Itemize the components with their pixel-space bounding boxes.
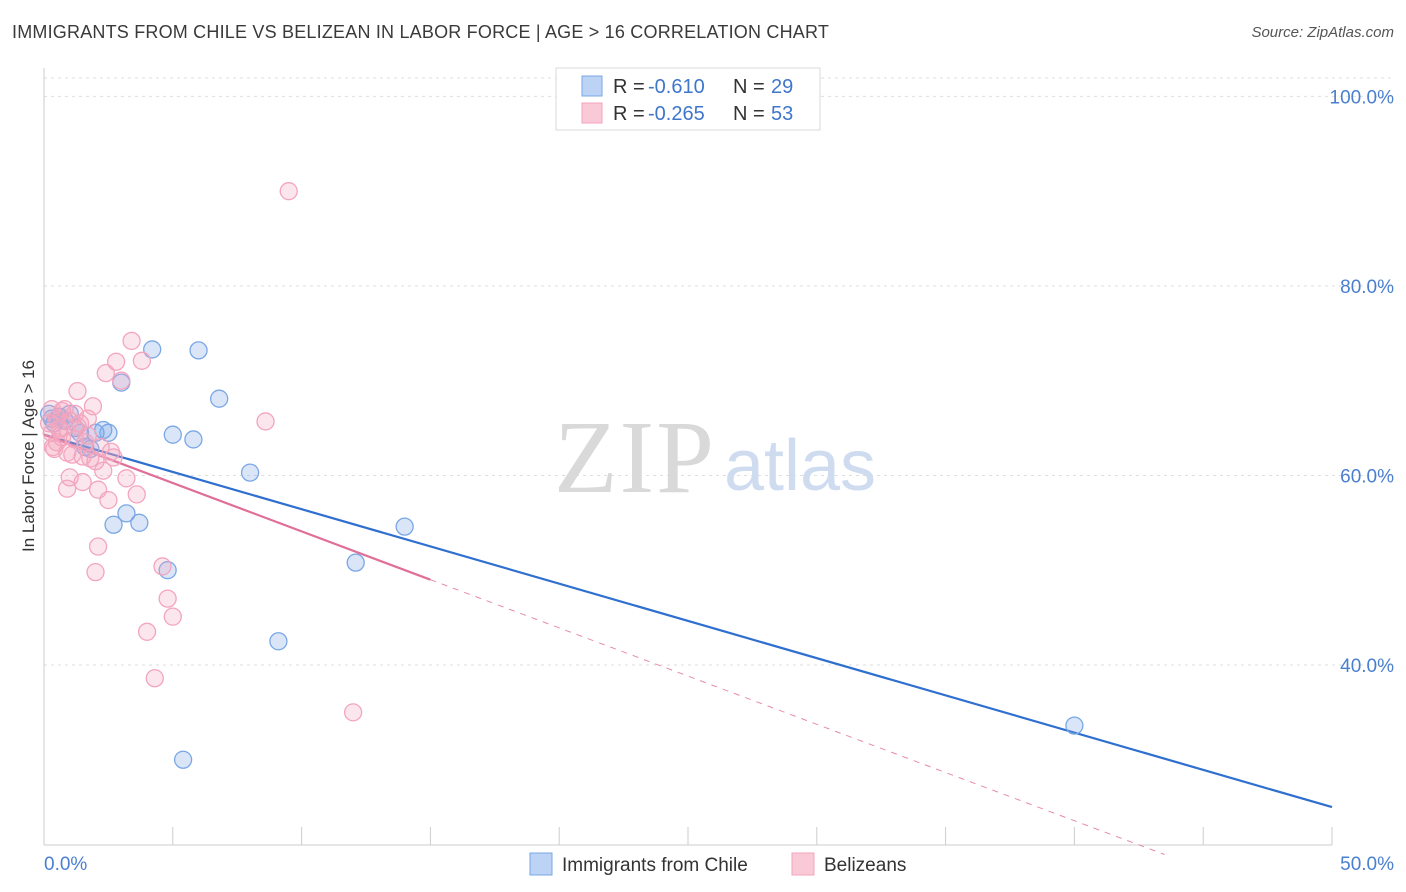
legend-r-value-belizeans: -0.265 bbox=[648, 103, 705, 125]
legend-swatch-belizeans bbox=[581, 102, 603, 124]
watermark-atlas: atlas bbox=[724, 426, 876, 506]
point-belizeans-50 bbox=[279, 182, 298, 201]
legend-n-value-chile: 29 bbox=[771, 76, 793, 98]
point-belizeans-47 bbox=[42, 399, 61, 419]
point-belizeans-34 bbox=[163, 607, 182, 626]
bottom-legend: Immigrants from Chile Belizeans bbox=[529, 852, 906, 876]
bottom-legend-label-chile: Immigrants from Chile bbox=[562, 855, 748, 876]
point-belizeans-52 bbox=[88, 480, 108, 499]
point-belizeans-27 bbox=[122, 331, 141, 351]
watermark: ZIP atlas bbox=[554, 400, 876, 515]
point-belizeans-40 bbox=[86, 452, 105, 471]
chart-title: IMMIGRANTS FROM CHILE VS BELIZEAN IN LAB… bbox=[12, 22, 830, 42]
legend-r-value-chile: -0.610 bbox=[648, 76, 705, 98]
point-chile-25 bbox=[269, 632, 288, 651]
point-belizeans-19 bbox=[88, 537, 108, 556]
y-tick-label-60: 60.0% bbox=[1340, 466, 1394, 487]
point-belizeans-7 bbox=[58, 479, 77, 498]
watermark-zip: ZIP bbox=[554, 400, 716, 515]
point-chile-28 bbox=[1065, 716, 1084, 735]
point-belizeans-29 bbox=[132, 351, 152, 370]
point-chile-16 bbox=[130, 513, 149, 532]
legend-n-value-belizeans: 53 bbox=[771, 103, 793, 125]
point-belizeans-45 bbox=[78, 426, 97, 445]
point-belizeans-24 bbox=[106, 352, 126, 371]
x-ticks bbox=[172, 827, 1333, 845]
point-chile-12 bbox=[99, 423, 118, 442]
point-chile-17 bbox=[143, 340, 162, 359]
point-chile-22 bbox=[189, 341, 208, 360]
point-belizeans-18 bbox=[86, 562, 105, 582]
legend-swatch-chile bbox=[581, 75, 603, 97]
point-belizeans-51 bbox=[343, 703, 363, 722]
point-belizeans-6 bbox=[55, 399, 74, 419]
point-belizeans-25 bbox=[112, 371, 131, 390]
grid-lines bbox=[44, 77, 1394, 666]
bottom-legend-swatch-chile bbox=[529, 852, 553, 876]
trend-line-dashed-belizeans bbox=[430, 579, 1165, 855]
point-chile-13 bbox=[104, 515, 123, 534]
bottom-legend-label-belizeans: Belizeans bbox=[824, 855, 906, 876]
point-belizeans-31 bbox=[145, 669, 164, 688]
point-belizeans-30 bbox=[137, 622, 157, 641]
point-belizeans-17 bbox=[83, 397, 103, 416]
y-tick-label-80: 80.0% bbox=[1340, 277, 1394, 298]
bottom-legend-swatch-belizeans bbox=[791, 852, 815, 876]
trend-line-chile bbox=[43, 433, 1333, 809]
y-tick-label-100: 100.0% bbox=[1330, 87, 1395, 108]
point-chile-21 bbox=[184, 430, 203, 449]
point-belizeans-28 bbox=[127, 485, 146, 504]
point-belizeans-32 bbox=[153, 557, 172, 576]
point-chile-27 bbox=[395, 517, 414, 536]
legend-r-label-belizeans: R = bbox=[613, 103, 645, 125]
x-tick-label-max: 50.0% bbox=[1340, 854, 1394, 875]
trend-line-belizeans bbox=[43, 433, 431, 581]
point-belizeans-48 bbox=[47, 433, 67, 452]
point-belizeans-49 bbox=[256, 412, 275, 431]
legend-n-label-belizeans: N = bbox=[733, 103, 765, 125]
point-chile-20 bbox=[173, 750, 193, 769]
point-chile-23 bbox=[210, 389, 229, 408]
point-chile-15 bbox=[117, 504, 136, 523]
point-belizeans-26 bbox=[117, 469, 136, 488]
legend-n-label-chile: N = bbox=[733, 76, 765, 98]
point-chile-26 bbox=[346, 553, 365, 572]
legend-r-label-chile: R = bbox=[613, 76, 645, 98]
trend-lines bbox=[43, 433, 1333, 855]
point-chile-24 bbox=[240, 463, 260, 482]
point-belizeans-42 bbox=[104, 448, 123, 467]
legend-box: R = -0.610 N = 29 R = -0.265 N = 53 bbox=[555, 67, 821, 131]
point-belizeans-11 bbox=[68, 381, 87, 401]
y-axis-title: In Labor Force | Age > 16 bbox=[19, 360, 38, 552]
y-tick-labels: 100.0% 80.0% 60.0% 40.0% bbox=[1330, 87, 1395, 677]
point-belizeans-41 bbox=[94, 461, 113, 480]
point-belizeans-33 bbox=[158, 589, 177, 608]
data-points bbox=[40, 182, 1084, 769]
point-belizeans-37 bbox=[60, 468, 79, 487]
point-belizeans-20 bbox=[91, 437, 110, 457]
x-tick-label-min: 0.0% bbox=[44, 854, 87, 875]
point-chile-19 bbox=[163, 425, 182, 444]
chart-source: Source: ZipAtlas.com bbox=[1251, 24, 1394, 41]
point-belizeans-21 bbox=[96, 363, 115, 383]
y-tick-label-40: 40.0% bbox=[1340, 656, 1394, 677]
